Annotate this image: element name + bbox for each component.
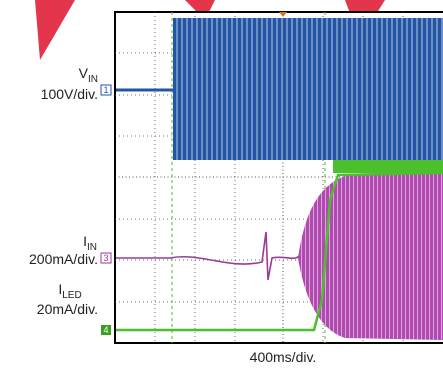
channel-label: VIN (79, 65, 98, 85)
channel-marker: 4 (103, 325, 108, 335)
channel-label: ILED (58, 281, 81, 301)
channel-scale: 20mA/div. (37, 301, 98, 317)
channel-marker: 1 (103, 85, 108, 95)
iled-trace (333, 160, 443, 173)
page: {"channels": [ {"name": "V", "sub": "IN"… (0, 0, 443, 373)
channel-scale: 100V/div. (41, 86, 98, 102)
channel-sub: IN (88, 74, 98, 85)
channel-label: IIN (83, 233, 97, 253)
iin-trace (298, 172, 443, 340)
scope-capture: VIN 100V/div. 1 IIN 200mA/div. 3 ILED 20… (0, 0, 443, 373)
timebase: 400ms/div. (250, 349, 317, 365)
vin-trace (173, 18, 443, 160)
channel-marker: 3 (103, 253, 108, 263)
channel-scale: 200mA/div. (29, 251, 98, 267)
channel-sub: LED (62, 290, 81, 301)
